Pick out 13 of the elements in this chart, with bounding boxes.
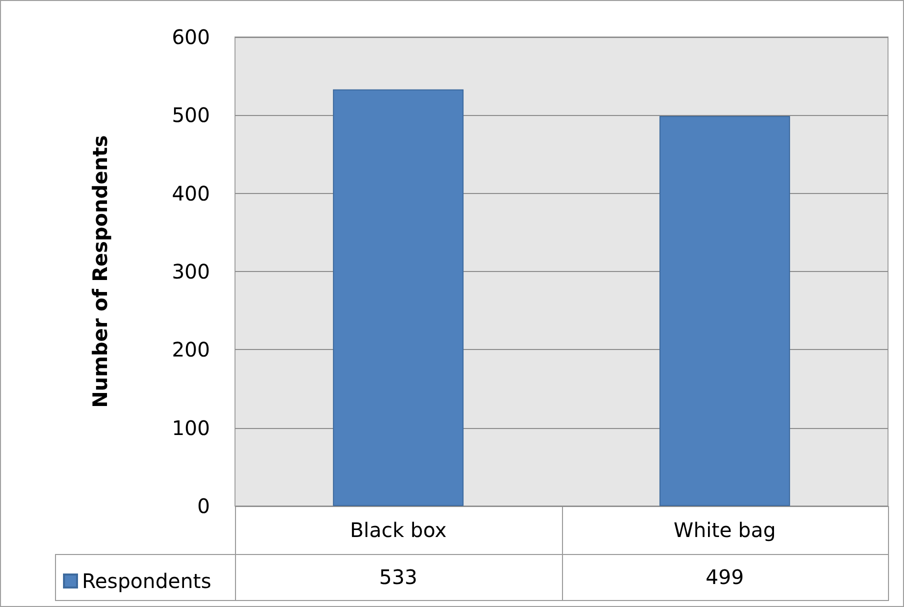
y-tick-label: 500	[172, 103, 210, 128]
y-axis-title: Number of Respondents	[88, 135, 112, 408]
x-tick-label: White bag	[674, 518, 776, 542]
x-tick-label: Black box	[350, 518, 447, 542]
y-tick-label: 400	[172, 181, 210, 206]
y-tick-label: 100	[172, 416, 210, 440]
y-tick-label: 0	[197, 494, 210, 518]
y-tick-label: 600	[172, 25, 210, 49]
legend-label: Respondents	[82, 569, 212, 593]
y-tick-label: 300	[172, 260, 210, 284]
data-label: 533	[378, 565, 418, 589]
data-label: 499	[704, 565, 745, 589]
y-tick-label: 200	[172, 338, 210, 362]
